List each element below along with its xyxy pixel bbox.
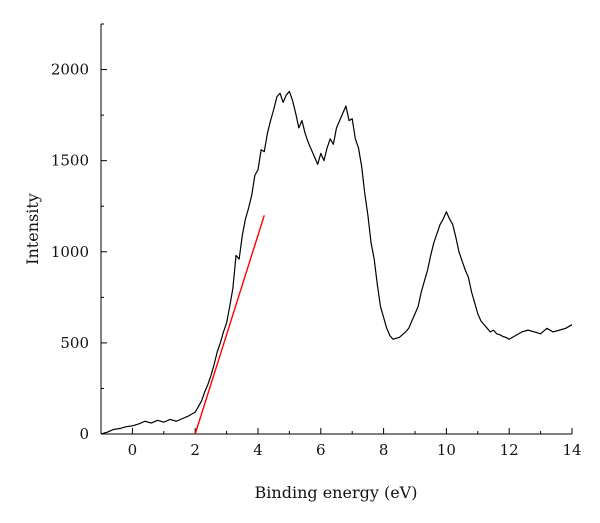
series-group xyxy=(100,90,573,435)
tick-labels: 0 2 4 6 8 10 12 14 0 500 1000 1500 2000 xyxy=(51,61,582,459)
x-tick-label: 0 xyxy=(128,441,138,459)
x-axis-title: Binding energy (eV) xyxy=(255,483,418,502)
ticks xyxy=(100,23,573,435)
y-axis-title: Intensity xyxy=(23,193,42,265)
x-tick-label: 14 xyxy=(562,441,581,459)
y-tick-label: 0 xyxy=(79,425,89,443)
x-tick-label: 12 xyxy=(500,441,519,459)
y-tick-label: 1500 xyxy=(51,152,89,170)
x-tick-label: 4 xyxy=(253,441,263,459)
axes xyxy=(100,24,572,435)
x-tick-label: 2 xyxy=(190,441,200,459)
y-tick-label: 1000 xyxy=(51,243,89,261)
fit-line xyxy=(194,215,265,435)
x-tick-label: 6 xyxy=(316,441,326,459)
spectrum-line xyxy=(100,90,573,435)
y-tick-label: 500 xyxy=(60,334,89,352)
x-tick-label: 8 xyxy=(379,441,389,459)
x-tick-label: 10 xyxy=(437,441,456,459)
y-tick-label: 2000 xyxy=(51,61,89,79)
